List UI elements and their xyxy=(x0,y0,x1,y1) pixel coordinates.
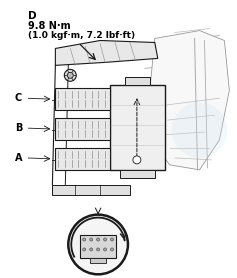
Text: D: D xyxy=(27,11,36,21)
Text: 9.8 N·m: 9.8 N·m xyxy=(27,21,70,31)
Bar xyxy=(55,88,110,110)
Circle shape xyxy=(172,102,227,158)
Text: B: B xyxy=(15,123,22,133)
Circle shape xyxy=(67,72,73,78)
Polygon shape xyxy=(80,235,116,258)
Circle shape xyxy=(110,248,114,251)
Bar xyxy=(90,258,106,263)
Circle shape xyxy=(97,248,100,251)
Bar xyxy=(55,148,110,170)
Circle shape xyxy=(110,238,114,241)
Circle shape xyxy=(83,238,86,241)
Circle shape xyxy=(90,238,93,241)
Bar xyxy=(55,118,110,140)
Circle shape xyxy=(83,248,86,251)
Circle shape xyxy=(133,156,141,164)
Text: A: A xyxy=(15,153,22,163)
Polygon shape xyxy=(52,185,130,195)
Polygon shape xyxy=(125,77,150,85)
Circle shape xyxy=(104,248,107,251)
Circle shape xyxy=(90,248,93,251)
Polygon shape xyxy=(55,41,158,65)
Polygon shape xyxy=(120,170,155,178)
Circle shape xyxy=(64,69,76,81)
Bar xyxy=(110,85,165,170)
Text: C: C xyxy=(15,93,22,103)
Circle shape xyxy=(97,238,100,241)
Text: (1.0 kgf·m, 7.2 lbf·ft): (1.0 kgf·m, 7.2 lbf·ft) xyxy=(27,31,135,39)
Polygon shape xyxy=(150,31,229,170)
Circle shape xyxy=(104,238,107,241)
Circle shape xyxy=(68,215,128,274)
